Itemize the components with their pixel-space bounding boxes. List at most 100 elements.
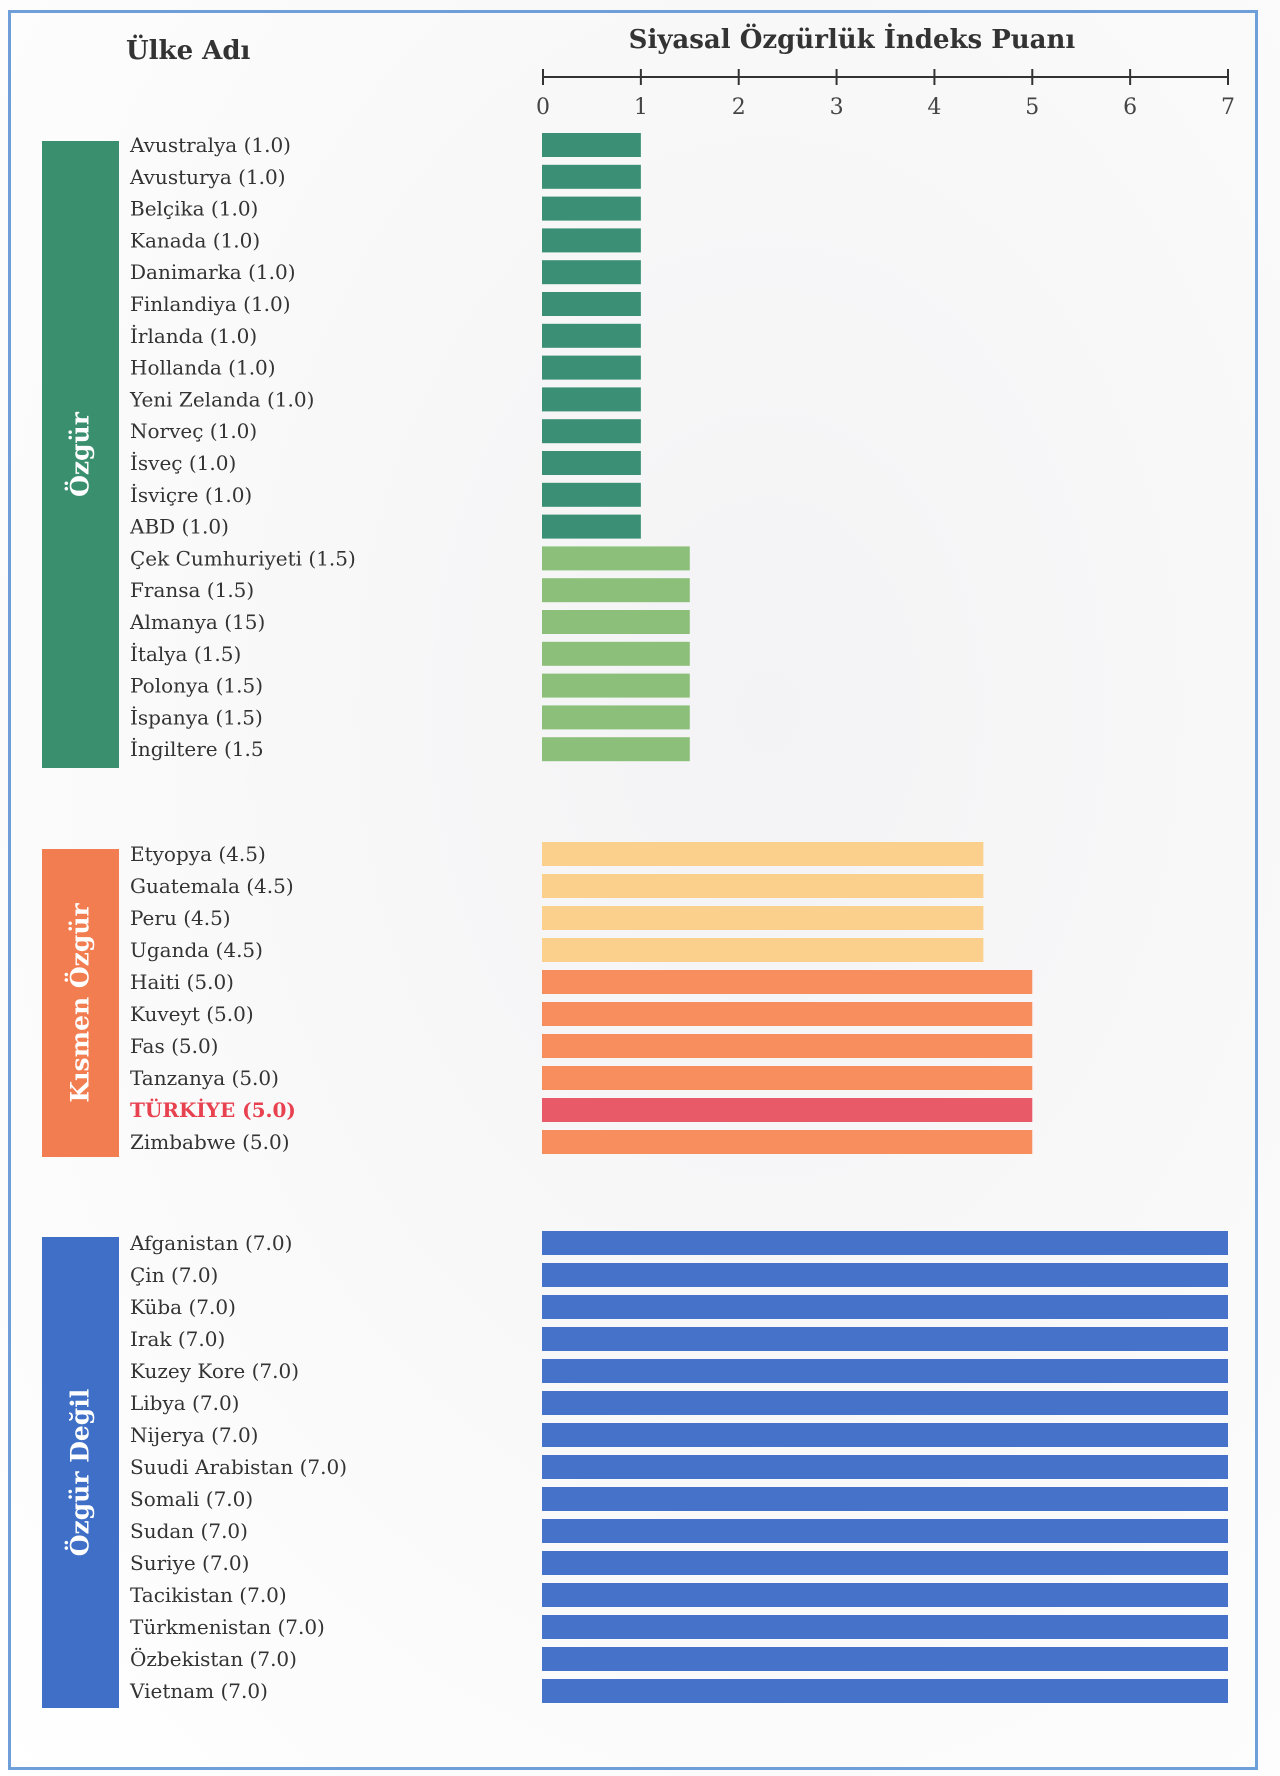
country-label: Çin (7.0) (130, 1263, 218, 1287)
bar (542, 938, 984, 962)
bar (542, 292, 641, 316)
group-label: Özgür Değil (66, 1389, 95, 1557)
country-label: Irak (7.0) (130, 1327, 225, 1351)
bar-groups: Özgür Avustralya (1.0) Avusturya (1.0) Belç… (42, 133, 1228, 1708)
country-label: Almanya (15) (129, 610, 265, 634)
country-label: Belçika (1.0) (130, 197, 258, 221)
group-2: Kısmen Özgür Etyopya (4.5) Guatemala (4.5)… (42, 842, 1033, 1157)
country-label: Çek Cumhuriyeti (1.5) (130, 546, 356, 570)
x-tick-label: 0 (536, 95, 550, 120)
country-label: İsveç (1.0) (130, 451, 236, 475)
bar (542, 1295, 1228, 1319)
country-label: Somali (7.0) (130, 1487, 253, 1511)
bar (542, 1647, 1228, 1671)
country-label: Finlandiya (1.0) (130, 292, 291, 316)
country-label: Kanada (1.0) (130, 228, 260, 252)
country-label: Libya (7.0) (130, 1391, 239, 1415)
country-label: İtalya (1.5) (130, 642, 241, 666)
group-label-box (42, 1237, 119, 1708)
country-label: Etyopya (4.5) (130, 842, 266, 866)
group-3: Özgür Değil Afganistan (7.0) Çin (7.0) Küba… (42, 1231, 1228, 1708)
group-1: Özgür Avustralya (1.0) Avusturya (1.0) Belç… (42, 133, 690, 768)
bar (542, 323, 641, 348)
bar (542, 1423, 1228, 1447)
group-label-box (42, 849, 119, 1157)
country-label: Vietnam (7.0) (129, 1679, 268, 1703)
bar (542, 1551, 1228, 1575)
bar (542, 1002, 1033, 1026)
group-label-box (42, 141, 119, 768)
country-label: Özbekistan (7.0) (130, 1646, 297, 1671)
bar (542, 1455, 1228, 1479)
country-label: Haiti (5.0) (130, 970, 234, 994)
bar (542, 133, 641, 157)
bar (542, 1519, 1228, 1543)
country-label: Afganistan (7.0) (129, 1231, 292, 1255)
country-label: Danimarka (1.0) (130, 260, 296, 284)
bar (542, 673, 690, 698)
country-label: İrlanda (1.0) (130, 324, 257, 348)
bar (542, 1487, 1228, 1511)
country-label: Hollanda (1.0) (130, 356, 276, 380)
bar (542, 419, 641, 444)
bar (542, 578, 690, 603)
bar (542, 451, 641, 475)
category-header: Ülke Adı (126, 34, 251, 66)
bar (542, 842, 984, 866)
bar (542, 514, 641, 539)
country-label: Fransa (1.5) (130, 578, 254, 602)
country-label: İspanya (1.5) (130, 705, 263, 729)
group-label: Özgür (66, 411, 95, 497)
bar (542, 1231, 1228, 1255)
country-label: Guatemala (4.5) (130, 874, 294, 898)
bar (542, 1034, 1033, 1058)
country-label: Norveç (1.0) (130, 419, 257, 443)
country-label: İsviçre (1.0) (130, 483, 252, 507)
bar (542, 705, 690, 730)
bar (542, 1263, 1228, 1287)
country-label: Nijerya (7.0) (130, 1423, 259, 1447)
bar (542, 1615, 1228, 1639)
bar (542, 906, 984, 930)
country-label: Avusturya (1.0) (129, 165, 286, 189)
country-label: Polonya (1.5) (130, 674, 263, 698)
bar (542, 1583, 1228, 1607)
country-label: Kuveyt (5.0) (130, 1002, 254, 1026)
country-label: Suudi Arabistan (7.0) (130, 1455, 347, 1479)
country-label: Tacikistan (7.0) (130, 1583, 287, 1607)
bar (542, 164, 641, 189)
bar (542, 387, 641, 412)
country-label: TÜRKİYE (5.0) (130, 1097, 296, 1122)
x-tick-label: 6 (1123, 95, 1137, 120)
bar (542, 1359, 1228, 1383)
country-label: Sudan (7.0) (130, 1519, 248, 1543)
bar (542, 1066, 1033, 1090)
bar (542, 196, 641, 221)
country-label: İngiltere (1.5 (130, 737, 264, 761)
x-tick-label: 3 (830, 95, 844, 120)
x-axis: 0 1 2 3 4 5 6 7 (536, 69, 1235, 120)
x-tick-label: 5 (1025, 95, 1039, 120)
bar (542, 1391, 1228, 1415)
country-label: Peru (4.5) (130, 906, 231, 930)
country-label: ABD (1.0) (129, 515, 229, 539)
country-label: Avustralya (1.0) (129, 133, 291, 157)
x-tick-label: 4 (927, 95, 941, 120)
bar (542, 874, 984, 898)
country-label: Tanzanya (5.0) (130, 1066, 279, 1090)
bar (542, 1327, 1228, 1351)
x-tick-label: 2 (732, 95, 746, 120)
bar (542, 260, 641, 285)
bar (542, 610, 690, 634)
country-label: Uganda (4.5) (130, 938, 263, 962)
bar (542, 1130, 1033, 1154)
x-tick-label: 1 (634, 95, 648, 120)
bar (542, 1679, 1228, 1703)
country-label: Suriye (7.0) (130, 1551, 249, 1575)
bar (542, 482, 641, 507)
bar (542, 228, 641, 253)
group-label: Kısmen Özgür (66, 903, 95, 1103)
country-label: Zimbabwe (5.0) (130, 1130, 290, 1154)
country-label: Yeni Zelanda (1.0) (129, 387, 314, 411)
